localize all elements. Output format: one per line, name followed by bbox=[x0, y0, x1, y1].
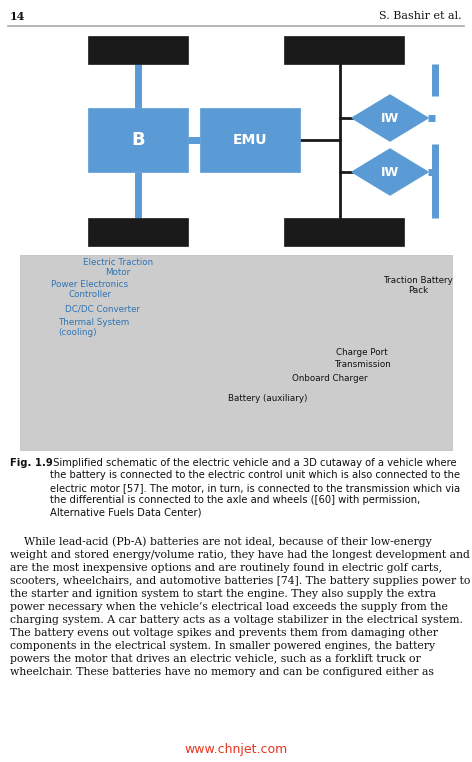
FancyBboxPatch shape bbox=[88, 108, 188, 172]
Text: Thermal System
(cooling): Thermal System (cooling) bbox=[58, 318, 129, 338]
Text: www.chnjet.com: www.chnjet.com bbox=[185, 744, 287, 757]
Text: 14: 14 bbox=[10, 11, 25, 21]
Text: Charge Port: Charge Port bbox=[336, 348, 388, 357]
Text: Fig. 1.9: Fig. 1.9 bbox=[10, 458, 53, 468]
Text: Simplified schematic of the electric vehicle and a 3D cutaway of a vehicle where: Simplified schematic of the electric veh… bbox=[50, 458, 460, 517]
FancyBboxPatch shape bbox=[200, 108, 300, 172]
Polygon shape bbox=[352, 149, 428, 195]
Polygon shape bbox=[352, 95, 428, 141]
Text: B: B bbox=[131, 131, 145, 149]
Text: IW: IW bbox=[381, 111, 399, 124]
Text: Battery (auxiliary): Battery (auxiliary) bbox=[228, 394, 308, 403]
FancyBboxPatch shape bbox=[88, 218, 188, 246]
Text: IW: IW bbox=[381, 165, 399, 178]
Text: S. Bashir et al.: S. Bashir et al. bbox=[379, 11, 462, 21]
Text: Onboard Charger: Onboard Charger bbox=[292, 374, 368, 383]
FancyBboxPatch shape bbox=[284, 36, 404, 64]
Text: Power Electronics
Controller: Power Electronics Controller bbox=[51, 280, 128, 299]
FancyBboxPatch shape bbox=[20, 255, 452, 450]
Text: While lead-acid (Pb-A) batteries are not ideal, because of their low-energy weig: While lead-acid (Pb-A) batteries are not… bbox=[10, 536, 471, 677]
Text: EMU: EMU bbox=[233, 133, 267, 147]
FancyBboxPatch shape bbox=[88, 36, 188, 64]
Text: Traction Battery
Pack: Traction Battery Pack bbox=[383, 276, 453, 296]
Text: Electric Traction
Motor: Electric Traction Motor bbox=[83, 258, 153, 277]
FancyBboxPatch shape bbox=[284, 218, 404, 246]
Text: DC/DC Converter: DC/DC Converter bbox=[65, 304, 140, 313]
Text: Transmission: Transmission bbox=[334, 360, 390, 369]
